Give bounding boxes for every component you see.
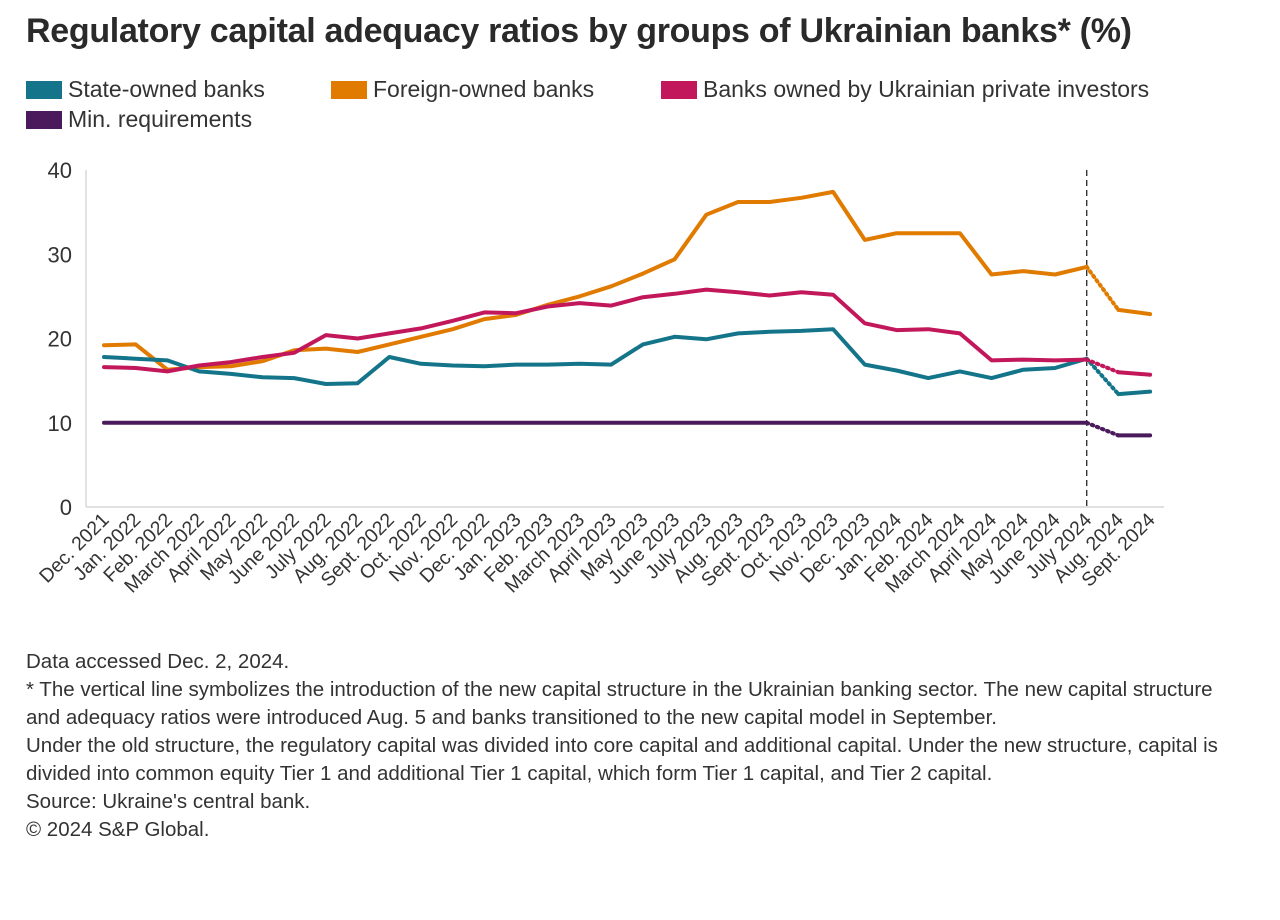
- legend-swatch-private-investors: [661, 80, 697, 99]
- legend-label-private-investors: Banks owned by Ukrainian private investo…: [703, 76, 1150, 102]
- legend-swatch-min-requirements: [26, 110, 62, 129]
- series-line-foreign-owned-banks: [102, 189, 1089, 372]
- footnote-data-accessed: Data accessed Dec. 2, 2024.: [26, 650, 290, 673]
- footnote-source: Source: Ukraine's central bank.: [26, 790, 311, 813]
- footnote-copyright: © 2024 S&P Global.: [26, 818, 210, 841]
- y-tick-label: 40: [48, 158, 72, 183]
- legend-label-state-owned: State-owned banks: [68, 76, 265, 102]
- series-dotted-foreign-owned-banks: [1084, 264, 1121, 312]
- legend-item-foreign-owned: Foreign-owned banks: [331, 76, 594, 103]
- legend-item-state-owned: State-owned banks: [26, 76, 265, 103]
- legend-label-foreign-owned: Foreign-owned banks: [373, 76, 595, 102]
- legend-item-min-requirements: Min. requirements: [26, 106, 252, 133]
- series-dotted-banks-owned-by-ukrainian-private-investors: [1084, 357, 1121, 375]
- legend-item-private-investors: Banks owned by Ukrainian private investo…: [661, 76, 1149, 103]
- series-line-banks-owned-by-ukrainian-private-investors: [102, 287, 1089, 374]
- series-line-new-state-owned-banks: [1116, 389, 1153, 397]
- y-tick-label: 20: [48, 327, 72, 352]
- series-line-state-owned-banks: [102, 327, 1089, 386]
- series-dotted-state-owned-banks: [1084, 356, 1121, 397]
- series-line-new-foreign-owned-banks: [1116, 307, 1153, 317]
- y-tick-label: 0: [60, 495, 72, 520]
- legend-swatch-foreign-owned: [331, 80, 367, 99]
- footnote-vertical-line: * The vertical line symbolizes the intro…: [26, 678, 1213, 729]
- legend-label-min-requirements: Min. requirements: [68, 106, 253, 132]
- footnotes: Data accessed Dec. 2, 2024. * The vertic…: [26, 648, 1241, 844]
- series-line-new-banks-owned-by-ukrainian-private-investors: [1116, 370, 1153, 377]
- y-tick-label: 10: [48, 411, 72, 436]
- chart-legend: State-owned banks Foreign-owned banks Ba…: [26, 76, 1256, 136]
- y-tick-label: 30: [48, 242, 72, 267]
- series-dotted-min-requirements: [1084, 420, 1121, 438]
- footnote-capital-structure: Under the old structure, the regulatory …: [26, 734, 1218, 785]
- chart-title: Regulatory capital adequacy ratios by gr…: [26, 12, 1132, 50]
- legend-swatch-state-owned: [26, 80, 62, 99]
